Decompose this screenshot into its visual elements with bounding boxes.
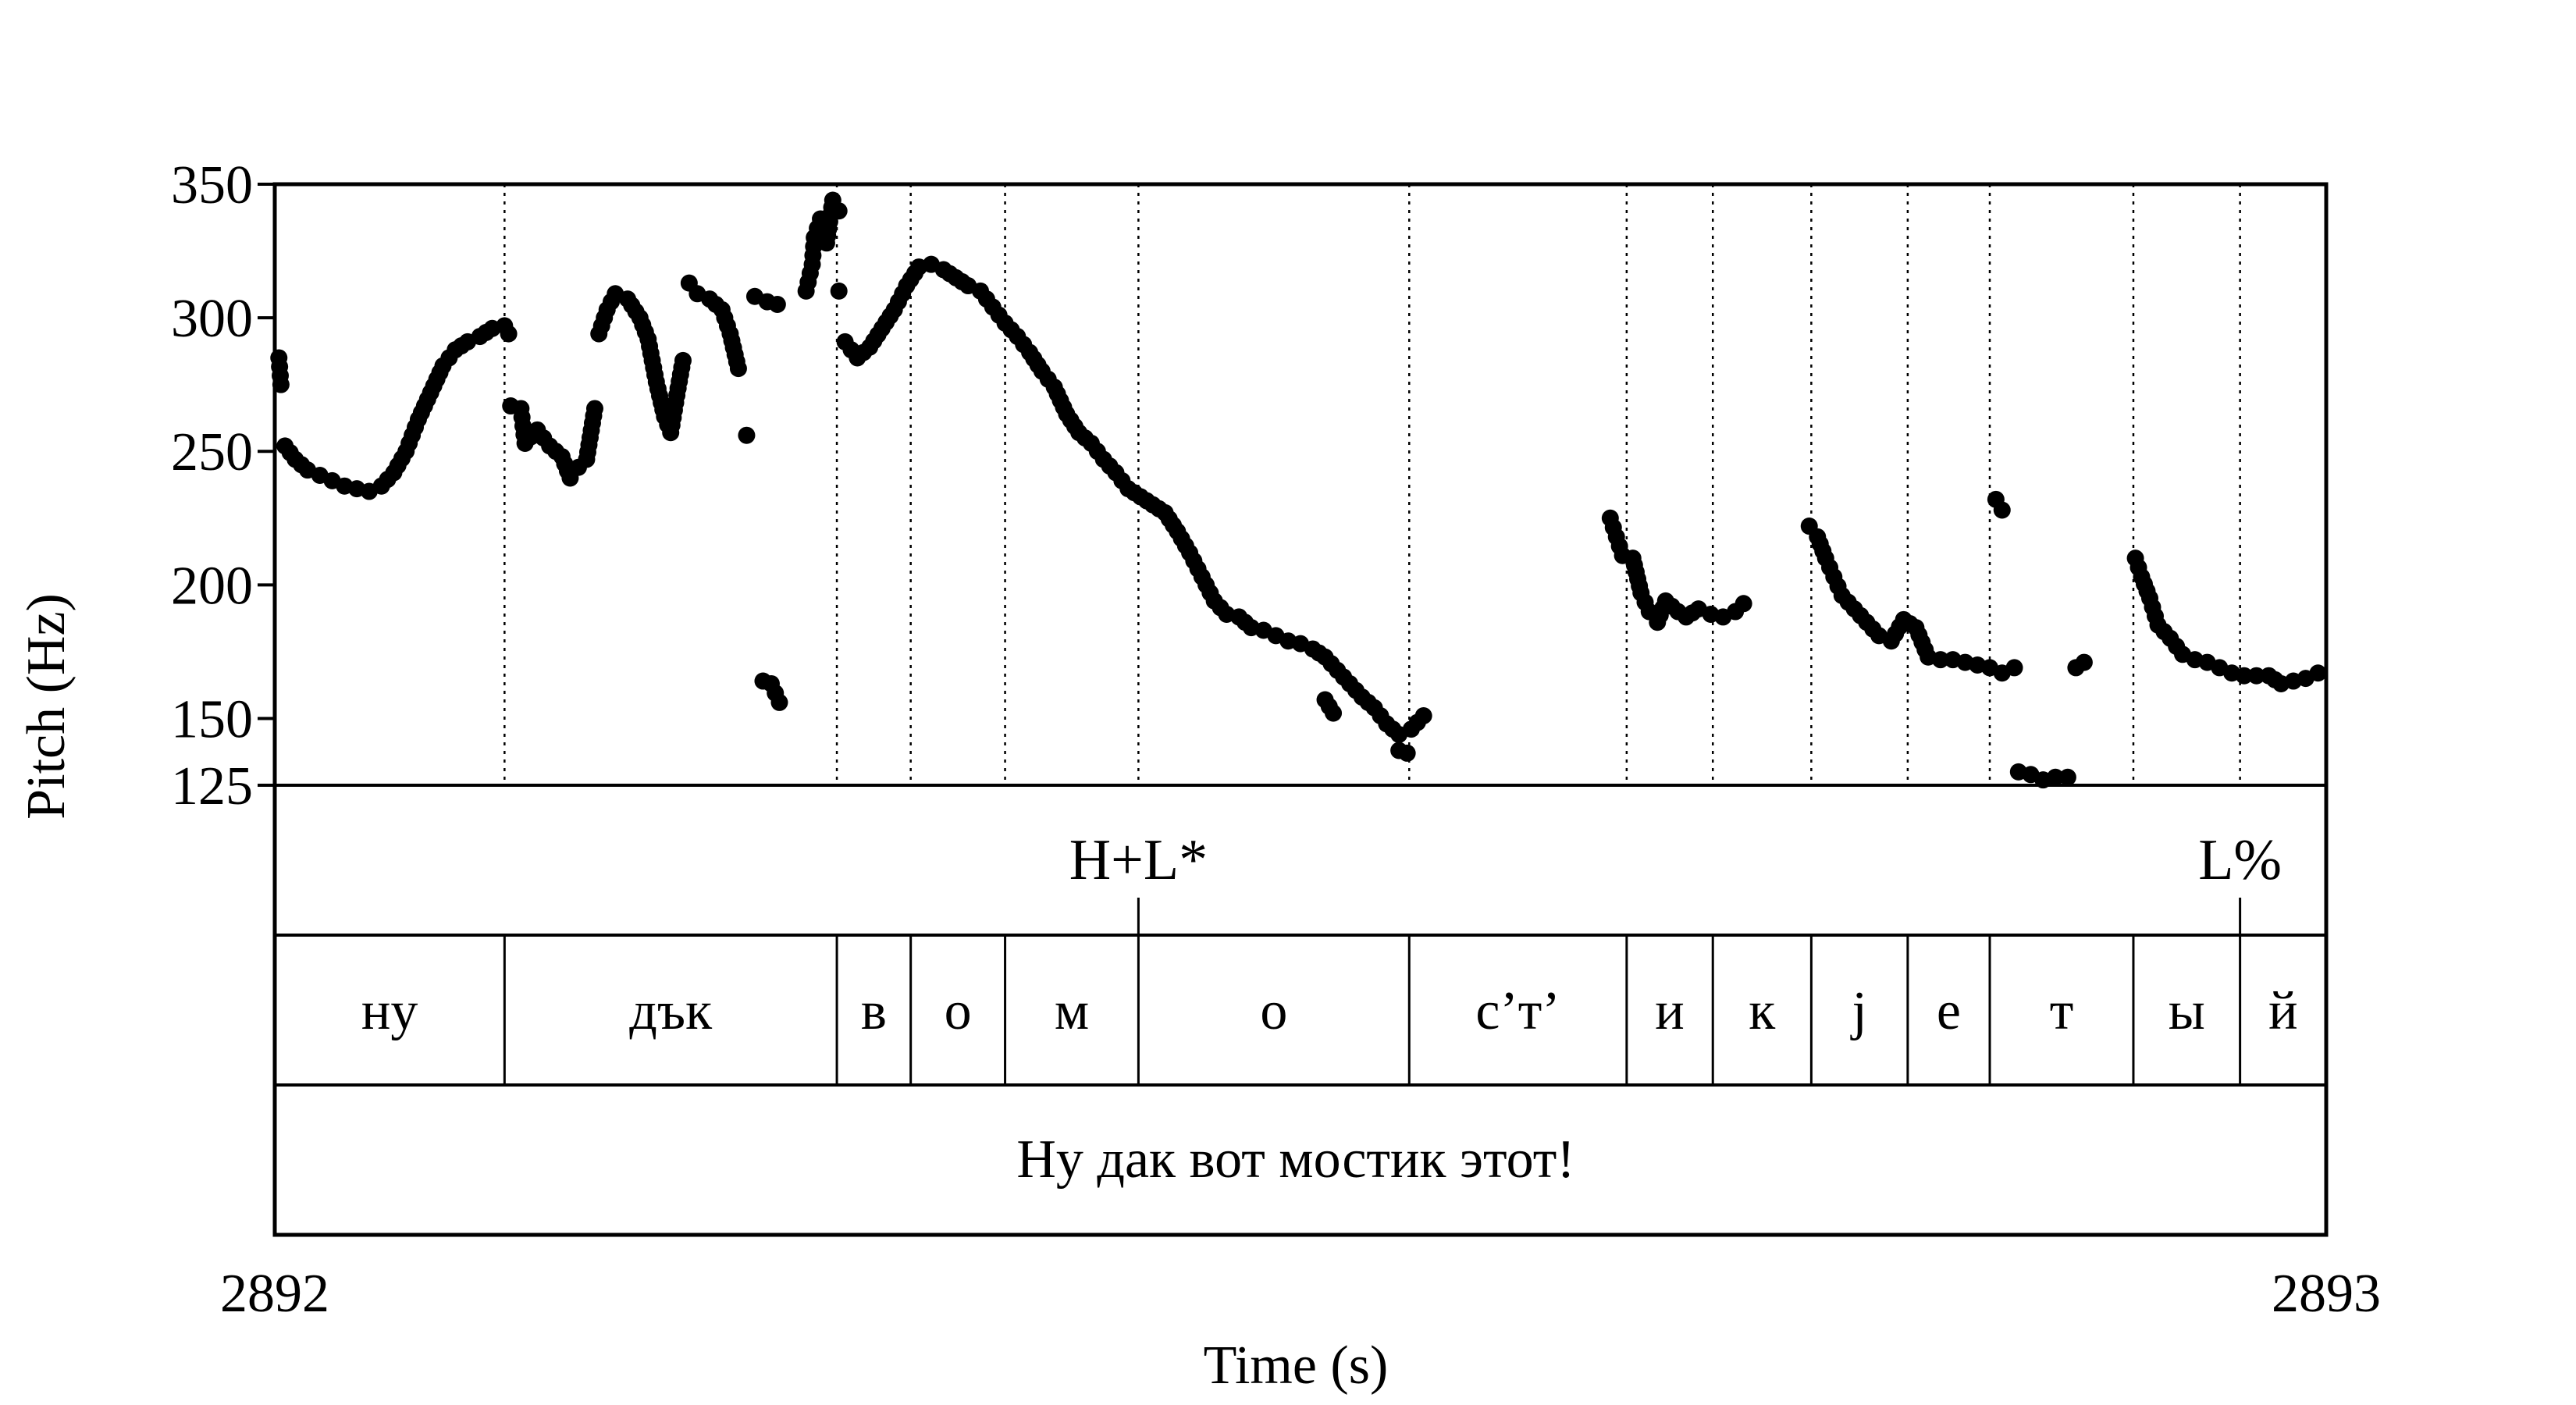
segment-label: е — [1937, 981, 1961, 1041]
y-axis-label: Pitch (Hz) — [16, 593, 76, 820]
pitch-point — [272, 375, 290, 393]
pitch-point — [738, 426, 756, 444]
pitch-point — [1325, 704, 1343, 722]
segment-label: и — [1655, 981, 1684, 1041]
segment-label: й — [2268, 981, 2297, 1041]
pitch-point — [1993, 501, 2011, 519]
y-tick-label: 125 — [171, 756, 253, 816]
segment-label: ы — [2169, 981, 2205, 1041]
pitch-point — [2309, 664, 2327, 682]
pitch-point — [674, 351, 692, 369]
pitch-point — [1931, 651, 1949, 669]
x-tick-label-start: 2892 — [220, 1264, 329, 1324]
pitch-point — [768, 296, 786, 313]
segment-label: дък — [629, 981, 713, 1041]
pitch-point — [500, 325, 518, 343]
pitch-point — [770, 693, 788, 711]
tone-label: H+L* — [1069, 828, 1208, 892]
y-tick-label: 250 — [171, 422, 253, 482]
pitch-point — [1398, 744, 1416, 762]
tone-label: L% — [2198, 828, 2282, 892]
y-tick-label: 300 — [171, 289, 253, 349]
pitch-points — [270, 191, 2327, 789]
pitch-point — [2058, 768, 2076, 786]
segment-label: т — [2050, 981, 2074, 1041]
x-tick-label-end: 2893 — [2272, 1264, 2381, 1324]
pitch-point — [585, 400, 603, 418]
pitch-point — [2235, 667, 2253, 685]
segment-label: j — [1849, 981, 1866, 1041]
y-tick-label: 150 — [171, 689, 253, 749]
boundary-lines — [503, 184, 2242, 1085]
pitch-point — [2005, 659, 2023, 677]
segment-label: в — [861, 981, 887, 1041]
pitch-point — [1735, 595, 1752, 613]
pitch-point — [830, 282, 848, 300]
y-tick-label: 200 — [171, 556, 253, 616]
pitch-point — [1414, 707, 1432, 725]
pitch-point — [830, 202, 848, 220]
sentence-label: Ну дак вот мостик этот! — [1016, 1129, 1574, 1190]
x-axis-label: Time (s) — [1204, 1336, 1389, 1396]
pitch-point — [729, 360, 747, 378]
y-axis-ticks: 350 300 250 200 150 125 — [171, 155, 275, 816]
segment-label: ну — [361, 981, 418, 1041]
y-tick-label: 350 — [171, 155, 253, 215]
segment-label: о — [1260, 981, 1287, 1041]
figure-border — [272, 182, 2329, 1237]
segment-label: м — [1055, 981, 1089, 1041]
segment-label: к — [1749, 981, 1776, 1041]
pitch-point — [2247, 667, 2265, 685]
annotation-tiers: H+L* L%ну дък в о м о с’т’ и к j е т ы й — [361, 828, 2298, 1041]
pitch-point — [2047, 768, 2065, 786]
pitch-point — [2075, 653, 2093, 671]
segment-label: с’т’ — [1475, 981, 1560, 1041]
pitch-plot-frame — [272, 182, 2329, 1237]
segment-label: о — [945, 981, 972, 1041]
